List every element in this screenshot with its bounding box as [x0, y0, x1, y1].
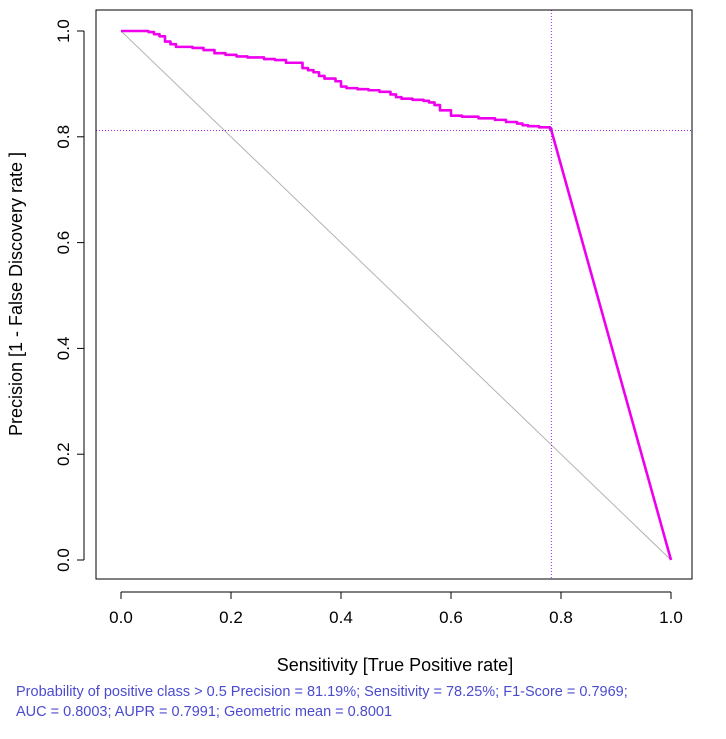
x-axis: 0.0 0.2 0.4 0.6 0.8 1.0: [109, 591, 683, 627]
caption-line-2: AUC = 0.8003; AUPR = 0.7991; Geometric m…: [16, 704, 393, 720]
x-tick-label: 1.0: [659, 608, 683, 627]
precision-curve: [121, 29, 673, 561]
y-tick-label: 1.0: [54, 19, 73, 43]
y-tick-label: 0.4: [54, 337, 73, 361]
y-tick-label: 0.8: [54, 125, 73, 149]
plot-marks: [96, 10, 692, 579]
x-tick-label: 0.6: [439, 608, 463, 627]
plot-frame: [95, 9, 693, 580]
y-tick-label: 0.2: [54, 442, 73, 466]
reference-diagonal-line: [120, 30, 672, 561]
x-tick-label: 0.4: [329, 608, 353, 627]
y-tick-label: 0.6: [54, 231, 73, 255]
x-axis-title: Sensitivity [True Positive rate]: [277, 655, 513, 675]
y-axis-title: Precision [1 - False Discovery rate ]: [6, 152, 26, 436]
y-axis: 0.0 0.2 0.4 0.6 0.8 1.0: [54, 19, 85, 572]
x-tick-label: 0.8: [549, 608, 573, 627]
y-tick-label: 0.0: [54, 548, 73, 572]
x-tick-label: 0.2: [219, 608, 243, 627]
x-tick-label: 0.0: [109, 608, 133, 627]
metrics-caption: Probability of positive class > 0.5 Prec…: [16, 682, 722, 722]
caption-line-1: Probability of positive class > 0.5 Prec…: [16, 684, 628, 700]
